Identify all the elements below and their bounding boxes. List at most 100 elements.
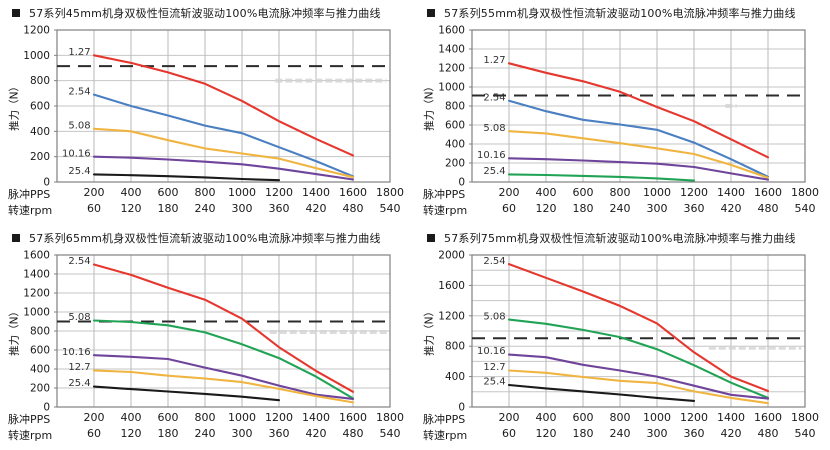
title-bullet-icon: [12, 9, 20, 17]
y-tick-label: 400: [30, 364, 50, 376]
x-tick-pps: 200: [499, 411, 520, 424]
x-tick-pps: 1400: [717, 411, 745, 424]
x-tick-rpm: 480: [758, 202, 779, 215]
x-tick-pps: 1000: [643, 186, 671, 199]
x-tick-rpm: 120: [536, 202, 557, 215]
x-tick-pps: 200: [499, 186, 520, 199]
y-tick-label: 0: [43, 177, 50, 189]
x-tick-pps: 1800: [376, 186, 404, 199]
x-axis-label-pps: 脉冲PPS: [423, 413, 466, 426]
y-tick-label: 800: [445, 341, 465, 353]
y-tick-label: 400: [30, 126, 50, 138]
series-curve-5.08: [92, 319, 355, 400]
series-curve-2.54: [507, 99, 770, 178]
y-tick-label: 1200: [438, 63, 465, 75]
y-tick-label: 800: [445, 101, 465, 113]
x-tick-pps: 600: [573, 411, 594, 424]
x-tick-pps: 1200: [680, 411, 708, 424]
x-tick-rpm: 120: [536, 427, 557, 440]
x-axis-label-rpm: 转速rpm: [8, 429, 53, 442]
x-tick-pps: 1800: [376, 411, 404, 424]
y-tick-label: 0: [43, 402, 50, 414]
x-tick-rpm: 480: [343, 427, 364, 440]
x-tick-rpm: 360: [684, 427, 705, 440]
series-label-5.08: 5.08: [68, 312, 90, 323]
x-tick-rpm: 300: [647, 427, 668, 440]
x-tick-pps: 1400: [302, 186, 330, 199]
y-tick-label: 1600: [438, 25, 465, 37]
chart-panel-57-65mm: 57系列65mm机身双极性恒流斩波驱动100%电流脉冲频率与推力曲线 推力（N）…: [0, 225, 415, 450]
x-tick-pps: 400: [121, 411, 142, 424]
series-curve-2.54: [507, 263, 770, 393]
series-label-2.54: 2.54: [483, 256, 505, 267]
x-tick-rpm: 180: [573, 202, 594, 215]
x-tick-rpm: 540: [795, 427, 816, 440]
plot-border: [471, 254, 806, 408]
series-curve-10.16: [507, 157, 770, 181]
x-tick-pps: 800: [195, 411, 216, 424]
x-tick-pps: 1200: [265, 186, 293, 199]
x-tick-pps: 1600: [754, 186, 782, 199]
x-tick-rpm: 120: [121, 427, 142, 440]
chart-title: 57系列45mm机身双极性恒流斩波驱动100%电流脉冲频率与推力曲线: [29, 7, 381, 20]
y-tick-label: 1200: [438, 310, 465, 322]
x-tick-rpm: 480: [758, 427, 779, 440]
y-tick-label: 400: [445, 139, 465, 151]
series-curve-1.27: [92, 54, 355, 157]
series-label-10.16: 10.16: [62, 148, 91, 159]
series-label-5.08: 5.08: [483, 311, 505, 322]
x-tick-rpm: 360: [269, 427, 290, 440]
x-tick-rpm: 120: [121, 202, 142, 215]
x-tick-pps: 400: [536, 186, 557, 199]
series-label-2.54: 2.54: [68, 256, 90, 267]
x-tick-rpm: 300: [232, 202, 253, 215]
series-label-5.08: 5.08: [483, 123, 505, 134]
series-curve-5.08: [92, 127, 355, 179]
series-curve-12.7: [507, 369, 770, 405]
x-tick-pps: 400: [121, 186, 142, 199]
x-tick-pps: 1600: [339, 186, 367, 199]
x-tick-rpm: 60: [502, 202, 516, 215]
x-tick-pps: 600: [158, 186, 179, 199]
y-tick-label: 0: [458, 177, 465, 189]
y-tick-label: 800: [30, 326, 50, 338]
x-tick-pps: 800: [610, 411, 631, 424]
y-tick-label: 1400: [23, 269, 50, 281]
chart-title-row: 57系列75mm机身双极性恒流斩波驱动100%电流脉冲频率与推力曲线: [427, 230, 796, 246]
plot-area: 200 60 400 120 600 180 800 240 1000 300 1200 360 140…: [438, 250, 819, 441]
y-tick-label: 1000: [438, 82, 465, 94]
x-tick-rpm: 180: [158, 427, 179, 440]
x-tick-pps: 1600: [339, 411, 367, 424]
x-tick-pps: 1000: [643, 411, 671, 424]
x-tick-rpm: 180: [158, 202, 179, 215]
series-label-25.4: 25.4: [68, 378, 90, 389]
series-label-25.4: 25.4: [68, 166, 90, 177]
x-tick-pps: 1400: [717, 186, 745, 199]
series-curve-1.27: [507, 62, 770, 159]
x-tick-rpm: 180: [573, 427, 594, 440]
plot-border: [471, 29, 806, 183]
series-label-10.16: 10.16: [477, 346, 506, 357]
series-curve-5.08: [507, 318, 770, 399]
series-curve-25.4: [92, 385, 281, 402]
x-tick-rpm: 300: [232, 427, 253, 440]
x-tick-rpm: 420: [721, 427, 742, 440]
x-tick-rpm: 480: [343, 202, 364, 215]
y-tick-label: 1200: [23, 25, 50, 37]
title-bullet-icon: [427, 9, 435, 17]
chart-title-row: 57系列45mm机身双极性恒流斩波驱动100%电流脉冲频率与推力曲线: [12, 5, 381, 21]
x-tick-rpm: 360: [269, 202, 290, 215]
x-tick-pps: 200: [84, 411, 105, 424]
y-tick-label: 200: [30, 151, 50, 163]
x-tick-rpm: 420: [306, 427, 327, 440]
title-bullet-icon: [427, 234, 435, 242]
x-tick-rpm: 240: [195, 202, 216, 215]
x-tick-pps: 1200: [680, 186, 708, 199]
x-tick-rpm: 60: [87, 202, 101, 215]
x-tick-pps: 1600: [754, 411, 782, 424]
y-tick-label: 0: [458, 402, 465, 414]
series-curve-25.4: [507, 383, 696, 402]
y-tick-label: 200: [30, 383, 50, 395]
x-tick-rpm: 60: [87, 427, 101, 440]
series-curve-2.54: [92, 93, 355, 178]
